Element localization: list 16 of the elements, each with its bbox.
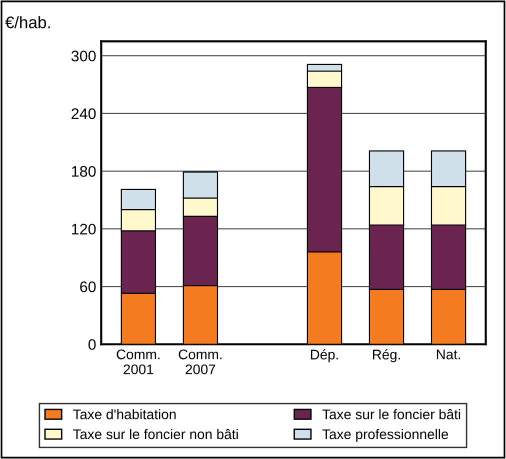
legend-label: Taxe professionnelle (322, 428, 448, 442)
legend-label: Taxe d'habitation (73, 409, 176, 420)
y-tick-label: 120 (72, 224, 96, 235)
y-tick-label: 300 (71, 50, 96, 62)
legend-label: Taxe sur le foncier bâti (322, 409, 460, 420)
y-axis-title: €/hab. (5, 16, 50, 28)
y-tick-label: 180 (72, 166, 96, 177)
x-tick-label: Comm. 2007 (178, 349, 222, 374)
x-tick-label: Nat. (436, 350, 460, 360)
x-tick-label: Dép. (310, 349, 338, 362)
legend-label: Taxe sur le foncier non bâti (73, 428, 238, 440)
x-tick-label: Comm. 2001 (116, 349, 160, 374)
y-tick-label: 60 (80, 281, 96, 292)
y-tick-label: 240 (72, 108, 96, 120)
y-tick-label: 0 (88, 339, 96, 350)
x-tick-label: Rég. (372, 349, 400, 362)
